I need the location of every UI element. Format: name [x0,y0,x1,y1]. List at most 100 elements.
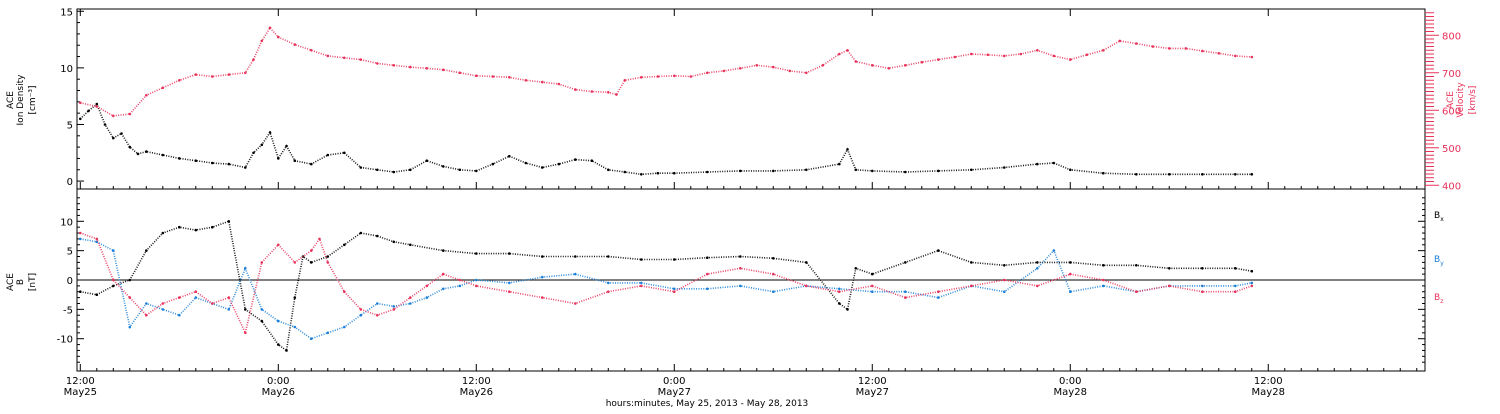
bx-series-point [79,290,82,294]
velocity-series-point [178,79,181,82]
velocity-series-point [904,64,907,67]
velocity-series-point [227,73,231,76]
bx-series-point [392,240,396,244]
velocity-series-point [194,73,198,76]
bz-series-point [79,231,82,235]
density-series-point [79,117,82,121]
x-tick-date-label: May27 [658,387,691,398]
by-series-point [1036,267,1039,270]
density-series-point [1250,173,1254,176]
bz-series-point [293,261,297,264]
by-series-point [1250,281,1254,285]
velocity-series-point [442,68,445,72]
density-series-point [508,154,511,158]
density-series-point [1201,173,1204,176]
by-series-point [706,287,709,291]
density-series-point [136,152,140,156]
velocity-series-point [1151,45,1155,48]
velocity-series-point [95,105,99,108]
density-series-point [458,168,462,172]
density-series-point [268,131,272,134]
by-series-point [326,331,330,335]
velocity-series-point [524,79,528,82]
density-series-point [310,162,313,166]
velocity-series-point [623,79,627,82]
by-series-point [1102,284,1105,288]
by-series-point [1003,290,1006,294]
velocity-series-point [871,64,874,67]
density-series-point [854,168,858,172]
bx-series-point [508,252,511,255]
by-series-point [260,308,264,311]
bx-series-point [475,252,478,255]
bottom-left-ylabel-3: [nT] [28,273,38,291]
bz-series-point [458,278,462,282]
by-series-point [178,313,181,317]
bz-series-point [211,302,214,305]
bz-series-point [904,296,907,299]
x-tick-time-label: 12:00 [66,376,95,387]
velocity-series-point [887,67,891,70]
velocity-series-point [1168,47,1171,50]
density-series-point [227,162,231,166]
bz-series-point [161,302,165,305]
density-series-point [557,162,561,166]
bx-series-point [376,234,379,238]
by-series-point [871,290,874,294]
density-series-point [656,171,660,175]
velocity-series-point [541,80,544,84]
bx-series-point [285,349,288,352]
velocity-series-point [293,43,297,46]
by-series-point [904,290,907,294]
top-left-ylabel-2: Ion Density [16,74,26,126]
velocity-series-point [112,114,115,118]
bx-series-point [1003,264,1006,267]
velocity-series-point [260,39,264,43]
bx-series-point [937,249,940,252]
density-series-point [772,169,775,173]
density-series-point [623,170,627,174]
density-series-point [590,159,594,162]
density-series-point [607,168,610,172]
density-series-point [491,162,495,166]
by-series-point [574,272,577,276]
velocity-series-point [846,49,849,52]
velocity-series-point [755,64,759,67]
bx-series-point [260,319,264,323]
bz-series-point [409,296,412,299]
velocity-series-point [1234,54,1237,58]
bz-series-point [145,313,148,317]
bx-series-point [293,296,297,299]
velocity-series-point [640,76,643,79]
x-tick-date-label: May27 [856,387,889,398]
velocity-series-point [211,75,214,78]
by-series-point [293,325,297,329]
bz-series-point [838,290,841,294]
bottom-left-tick-label: 10 [60,217,73,228]
density-series-point [178,157,181,160]
x-tick-time-label: 0:00 [267,376,289,387]
bz-series-point [970,284,973,288]
bx-series-point [310,261,313,264]
bx-series-point [846,308,849,311]
velocity-series-point [79,101,82,105]
bx-series-point [178,225,181,229]
top-left-tick-label: 10 [60,64,73,75]
bx-series-point [326,255,330,258]
velocity-series-point [739,67,742,70]
velocity-series-point [1217,52,1221,55]
bx-series-point [1201,267,1204,270]
bz-series-point [359,308,363,311]
by-series-point [359,313,363,317]
velocity-series-point [425,67,429,70]
velocity-series-point [475,74,478,78]
density-series-point [128,145,132,149]
x-tick-time-label: 12:00 [462,376,491,387]
top-right-tick-label: 800 [1442,31,1461,42]
by-series-point [79,237,82,241]
velocity-series-point [772,65,775,69]
by-series-point [145,302,148,305]
by-series-point [772,290,775,294]
